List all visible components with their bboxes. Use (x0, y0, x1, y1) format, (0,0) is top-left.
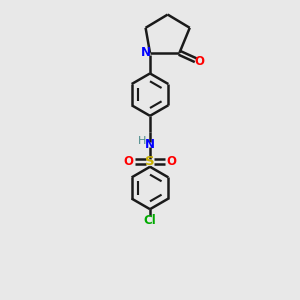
Text: H: H (138, 136, 146, 146)
Text: N: N (141, 46, 151, 59)
Text: S: S (145, 155, 155, 168)
Text: O: O (167, 155, 176, 168)
Text: O: O (194, 55, 204, 68)
Text: N: N (145, 138, 155, 151)
Text: O: O (124, 155, 134, 168)
Text: Cl: Cl (144, 214, 156, 227)
